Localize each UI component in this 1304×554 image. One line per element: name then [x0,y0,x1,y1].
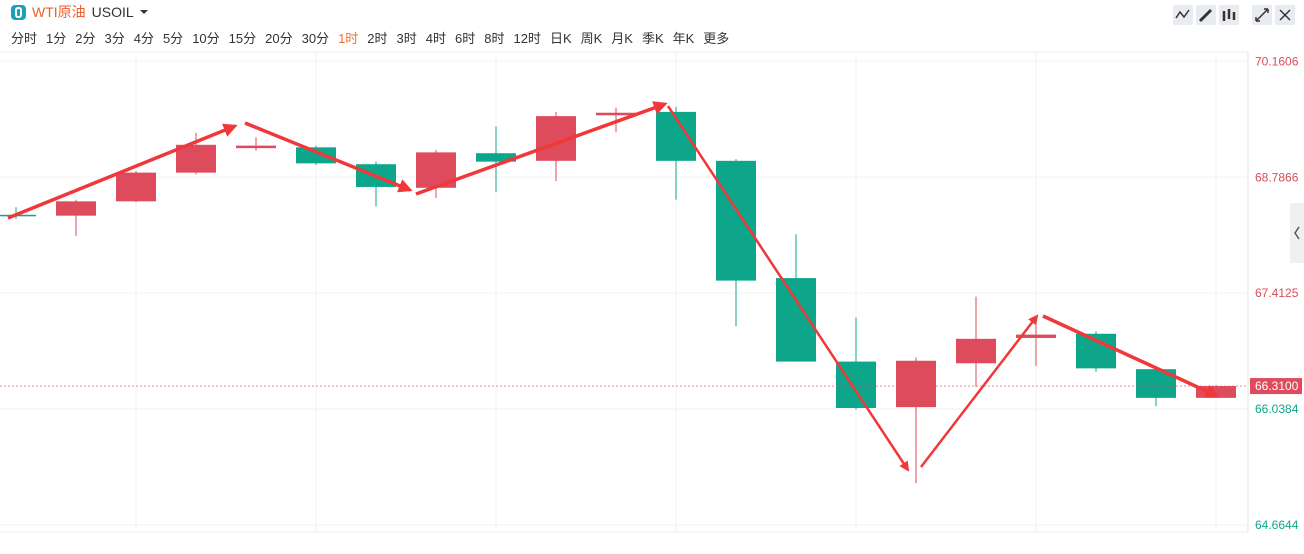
header[interactable]: WTI原油 USOIL [32,3,148,21]
instrument-symbol: USOIL [91,4,134,20]
period-tab[interactable]: 3分 [104,31,125,46]
period-tab[interactable]: 5分 [162,31,184,46]
y-tick-label: 67.4125 [1255,286,1299,300]
side-panel-toggle[interactable] [1290,203,1304,263]
instrument-name: WTI原油 [32,4,86,20]
period-tab[interactable]: 1分 [46,31,67,46]
period-tab[interactable]: 3时 [396,31,417,46]
candle-body [716,160,756,281]
period-tab[interactable]: 周K [580,31,603,46]
candle-body [596,112,636,116]
dropdown-caret [139,10,148,14]
period-tab[interactable]: 季K [641,31,664,46]
period-tab[interactable]: 2时 [367,31,388,46]
y-tick-label: 68.7866 [1255,170,1299,184]
period-tab[interactable]: 8时 [484,31,505,46]
candle-body [476,153,516,162]
y-tick-label: 70.1606 [1255,54,1299,68]
candle-body [56,201,96,216]
candle-body [296,147,336,164]
chart: 70.1606 68.7866 67.4125 66.0384 64.6644 66.31… [0,51,1304,533]
period-tab[interactable]: 分时 [11,31,38,46]
period-tab[interactable]: 15分 [228,31,257,46]
last-price-box [1250,378,1302,395]
period-tab[interactable]: 30分 [301,31,330,46]
toolbar [1173,5,1295,25]
candle-body [236,145,276,149]
candle-body [896,360,936,408]
period-tab[interactable]: 4时 [425,31,446,46]
candle-body [1016,334,1056,338]
last-price-label: 66.3100 [1255,379,1299,393]
logo [11,5,26,20]
period-tab[interactable]: 更多 [703,31,730,46]
y-tick-label: 64.6644 [1255,518,1299,532]
candle-body [176,144,216,173]
period-tabs: 分时 1分 2分 3分 4分 5分 10分 15分 20分 30分 1时 2时 3时 4时 6时 8时 12时日… [11,28,729,47]
candle-body [956,338,996,364]
period-tab[interactable]: 月K [611,31,633,46]
period-tab[interactable]: 年K [672,31,695,46]
period-tab[interactable]: 20分 [265,31,293,46]
drawn-trend-arrows [7,101,1220,472]
period-tab[interactable]: 12时 [513,31,541,46]
period-tab[interactable]: 10分 [192,31,220,46]
period-tab[interactable]: 2分 [75,31,96,46]
period-tab[interactable]: 6时 [455,31,476,46]
y-tick-label: 66.0384 [1255,402,1299,416]
period-tab[interactable]: 日K [549,31,572,46]
period-tab[interactable]: 4分 [133,31,154,46]
candle-body [116,172,156,202]
period-tab[interactable]: 1时 [338,31,359,46]
